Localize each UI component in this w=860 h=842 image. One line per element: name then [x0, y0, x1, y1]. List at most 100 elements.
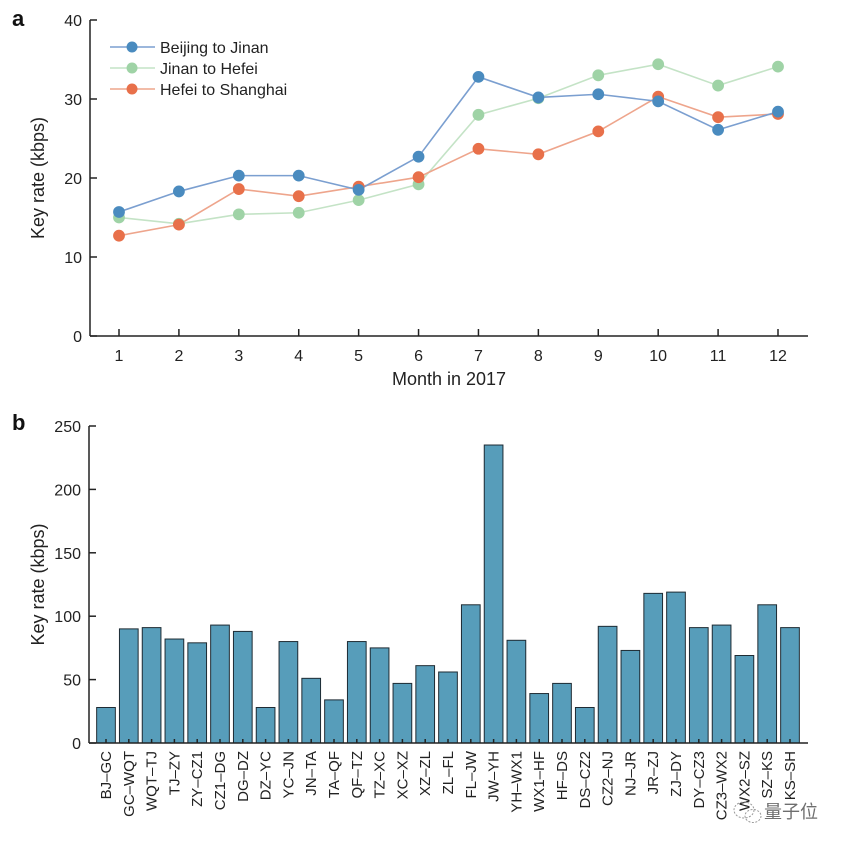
- bar-CZ3–WX2: [711, 624, 732, 744]
- legend-item: Jinan to Hefei: [110, 61, 258, 78]
- data-point: [412, 171, 425, 184]
- x-category-label: TA–QF: [326, 751, 343, 798]
- bar-ZY–CZ1: [187, 642, 208, 744]
- bar-KS–SH: [780, 627, 800, 744]
- data-point: [232, 183, 245, 195]
- bar-DY–CZ3: [688, 627, 709, 744]
- y-tick-label: 50: [63, 673, 81, 690]
- data-point: [592, 125, 605, 138]
- x-category-label: GC–WQT: [121, 751, 138, 817]
- panel-a-x-axis-title: Month in 2017: [392, 369, 506, 389]
- bar-NJ–JR: [620, 649, 641, 744]
- x-category-label: ZY–CZ1: [189, 751, 206, 807]
- data-point: [712, 111, 724, 124]
- legend-marker: [126, 41, 138, 53]
- bar-TJ–ZY: [164, 638, 185, 744]
- bar-JW–YH: [483, 444, 504, 744]
- bar-QF–TZ: [346, 641, 367, 744]
- y-tick-label: 20: [64, 171, 82, 188]
- bar-JN–TA: [301, 677, 322, 744]
- x-tick-label: 7: [474, 348, 483, 365]
- x-category-label: ZJ–DY: [668, 751, 685, 797]
- x-category-label: XC–XZ: [394, 751, 411, 799]
- data-point: [173, 185, 185, 198]
- panel-a-legend: Beijing to Jinan Jinan to Hefei Hefei to S…: [110, 40, 287, 99]
- x-category-label: BJ–GC: [98, 751, 115, 800]
- legend-label: Hefei to Shanghai: [160, 82, 287, 99]
- series-markers-beijing-to-jinan: [113, 70, 784, 218]
- data-point: [592, 88, 605, 101]
- x-category-label: JR–ZJ: [645, 751, 662, 794]
- y-tick-label: 0: [73, 329, 82, 346]
- x-category-label: WX2–SZ: [736, 751, 753, 811]
- x-tick-label: 11: [710, 348, 727, 365]
- legend-marker: [126, 83, 138, 95]
- data-point: [292, 206, 305, 219]
- x-category-label: WQT–TJ: [144, 751, 161, 811]
- data-point: [772, 105, 784, 118]
- x-tick-label: 5: [354, 348, 363, 365]
- legend-label: Jinan to Hefei: [160, 61, 258, 78]
- data-point: [472, 70, 485, 83]
- panel-b-bars: [96, 444, 800, 744]
- data-point: [532, 148, 545, 161]
- x-category-label: DZ–YC: [258, 751, 275, 800]
- data-point: [712, 123, 724, 136]
- x-category-label: TJ–ZY: [166, 751, 183, 795]
- panel-a-y-ticks: 0 10 20 30 40: [64, 13, 97, 346]
- data-point: [352, 194, 365, 207]
- x-tick-label: 6: [414, 348, 423, 365]
- bar-DG–DZ: [232, 630, 253, 744]
- x-category-label: CZ2–NJ: [600, 751, 617, 806]
- x-category-label: DG–DZ: [235, 751, 252, 802]
- x-category-label: DY–CZ3: [691, 751, 708, 809]
- x-category-label: JW–YH: [486, 751, 503, 802]
- legend-item: Beijing to Jinan: [110, 40, 269, 57]
- x-tick-label: 10: [649, 348, 667, 365]
- data-point: [532, 91, 545, 104]
- x-tick-label: 2: [174, 348, 183, 365]
- data-point: [173, 218, 185, 231]
- bar-YC–JN: [278, 641, 299, 744]
- panel-a-letter: a: [12, 6, 25, 31]
- data-point: [113, 206, 125, 218]
- bar-HF–DS: [552, 682, 572, 744]
- bar-BJ–GC: [96, 706, 116, 744]
- x-tick-label: 3: [234, 348, 243, 365]
- legend-marker: [126, 62, 138, 74]
- y-tick-label: 40: [64, 13, 82, 30]
- series-line: [118, 75, 779, 213]
- watermark-text: 量子位: [764, 802, 818, 823]
- panel-a-series: [113, 58, 784, 242]
- x-category-label: XZ–ZL: [417, 751, 434, 796]
- x-tick-label: 8: [534, 348, 543, 365]
- x-category-label: NJ–JR: [622, 751, 639, 796]
- bar-WQT–TJ: [141, 627, 162, 744]
- bar-XZ–ZL: [415, 665, 436, 744]
- y-tick-label: 30: [64, 92, 82, 109]
- bar-WX2–SZ: [734, 655, 755, 744]
- series-line: [118, 95, 779, 237]
- x-category-label: HF–DS: [554, 751, 571, 800]
- panel-a-y-axis-title: Key rate (kbps): [28, 117, 48, 239]
- panel-b-bar-chart: b 0 50 100 150 200 250 BJ–GC GC–WQT WQT–TJ TJ–ZY…: [12, 410, 808, 820]
- data-point: [292, 190, 305, 203]
- x-tick-label: 9: [594, 348, 603, 365]
- x-category-label: ZL–FL: [440, 751, 457, 794]
- bar-GC–WQT: [118, 628, 139, 744]
- y-tick-label: 10: [64, 250, 82, 267]
- x-category-label: KS–SH: [782, 751, 799, 800]
- x-category-label: SZ–KS: [759, 751, 776, 799]
- panel-b-x-ticks: BJ–GC GC–WQT WQT–TJ TJ–ZY ZY–CZ1 CZ1–DG DG–DZ D…: [98, 739, 799, 820]
- bar-XC–XZ: [392, 682, 413, 744]
- x-category-label: FL–JW: [463, 750, 480, 798]
- bar-CZ2–NJ: [597, 625, 618, 744]
- x-category-label: CZ3–WX2: [714, 751, 731, 820]
- data-point: [113, 229, 125, 242]
- data-point: [652, 58, 665, 71]
- data-point: [712, 79, 724, 92]
- bar-WX1–HF: [529, 693, 550, 744]
- y-tick-label: 250: [54, 419, 81, 436]
- panel-a-x-ticks: 1 2 3 4 5 6 7 8 9 10 11 12: [115, 329, 787, 365]
